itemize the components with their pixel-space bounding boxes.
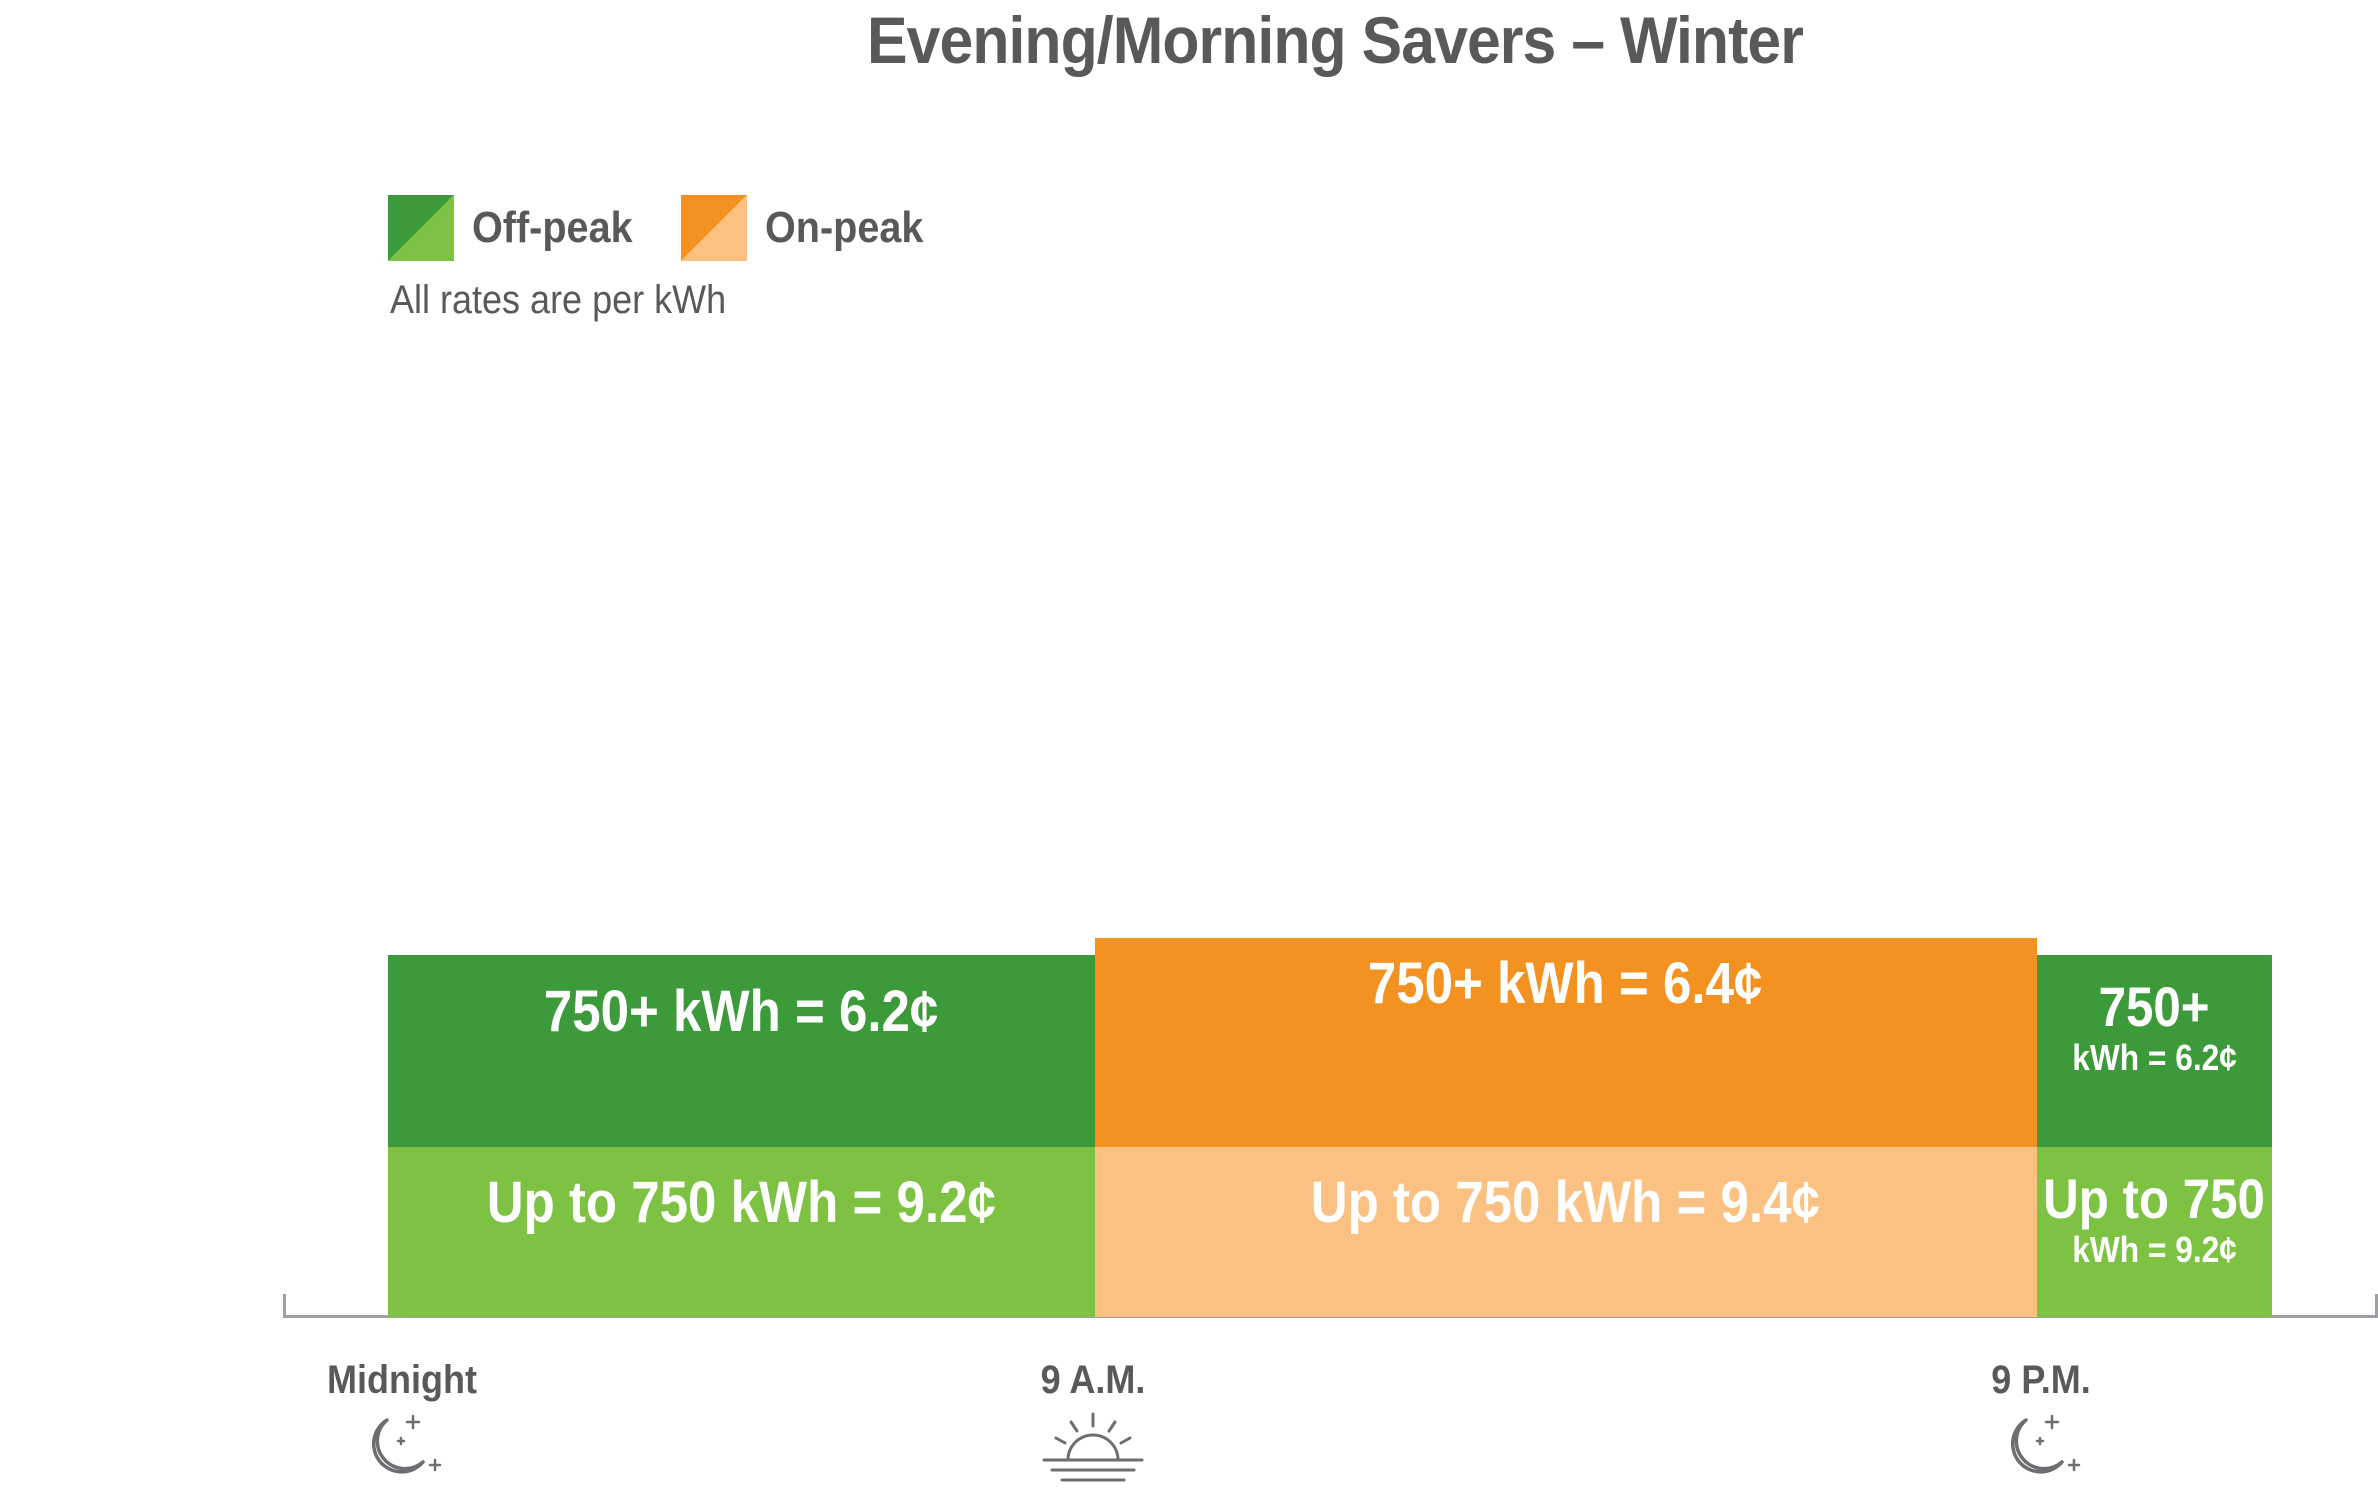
segment-2-upper-block: 750+ kWh = 6.2¢: [2036, 955, 2272, 1147]
legend-swatch-on-peak: [681, 195, 747, 261]
time-label-2: 9 P.M.: [1991, 1358, 2091, 1402]
on-peak-swatch-icon: [681, 195, 747, 261]
moon-stars-icon: [1996, 1408, 2086, 1488]
legend-label-on-peak: On-peak: [765, 203, 924, 252]
legend-swatch-off-peak: [388, 195, 454, 261]
segment-1-upper-label-0: 750+ kWh = 6.4¢: [1368, 951, 1763, 1016]
x-axis-tick-left: [283, 1294, 286, 1318]
off-peak-swatch-icon: [388, 195, 454, 261]
sunrise-icon: [1038, 1408, 1148, 1488]
segment-2-lower-label-1: kWh = 9.2¢: [2071, 1229, 2237, 1270]
segment-0-lower-block: Up to 750 kWh = 9.2¢: [388, 1147, 1095, 1317]
segment-2-lower-block: Up to 750 kWh = 9.2¢: [2036, 1147, 2272, 1317]
segment-0-upper-block: 750+ kWh = 6.2¢: [388, 955, 1095, 1147]
x-axis-tick-right: [2375, 1294, 2378, 1318]
segment-1-lower-label-0: Up to 750 kWh = 9.4¢: [1310, 1170, 1821, 1235]
segment-1-lower-block: Up to 750 kWh = 9.4¢: [1094, 1147, 2037, 1317]
legend: Off-peak On-peak All rates are per kWh: [388, 195, 948, 335]
legend-label-off-peak: Off-peak: [472, 203, 633, 252]
segment-0-lower-label-0: Up to 750 kWh = 9.2¢: [486, 1170, 996, 1235]
moon-stars-icon: [357, 1408, 447, 1488]
time-label-1: 9 A.M.: [1040, 1358, 1146, 1402]
segment-2-lower-label-0: Up to 750: [2043, 1167, 2266, 1230]
segment-0-upper-label-0: 750+ kWh = 6.2¢: [544, 979, 939, 1044]
rate-note: All rates are per kWh: [390, 278, 727, 322]
segment-2-upper-label-1: kWh = 6.2¢: [2071, 1037, 2237, 1078]
time-label-0: Midnight: [327, 1358, 477, 1402]
segment-1-upper-block: 750+ kWh = 6.4¢: [1094, 938, 2037, 1147]
chart-title: Evening/Morning Savers – Winter: [867, 3, 1804, 77]
segment-2-upper-label-0: 750+: [2098, 975, 2210, 1038]
